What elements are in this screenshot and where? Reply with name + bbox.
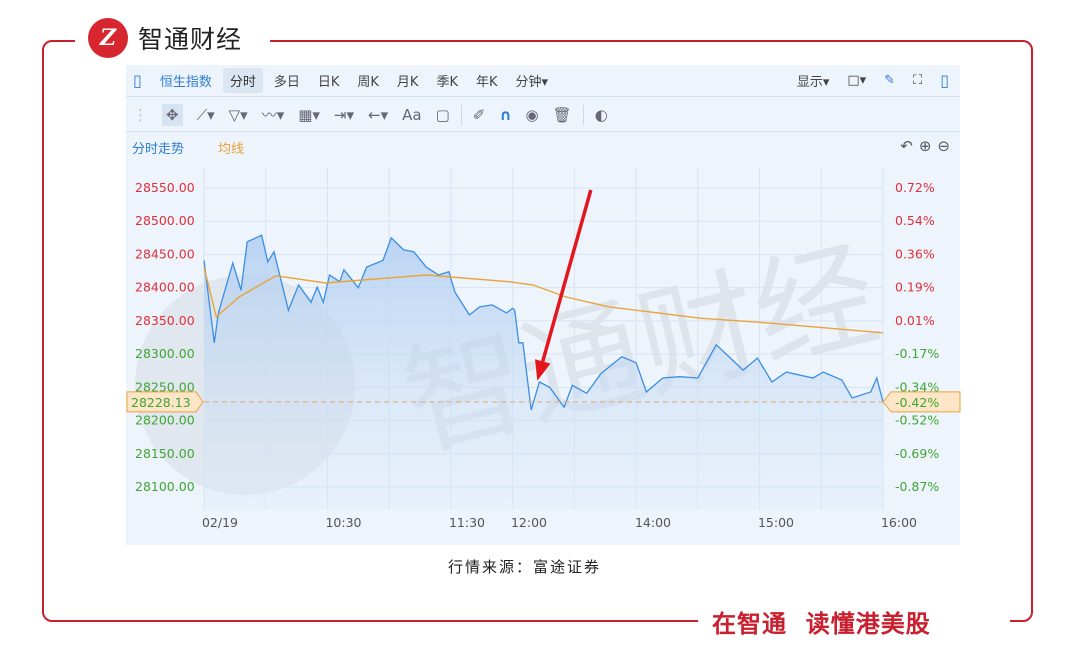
current-price-tag xyxy=(126,391,204,413)
divider xyxy=(582,104,584,125)
y-tick-label: 28100.00 xyxy=(135,479,195,494)
zoom-out-icon[interactable]: ⊖ xyxy=(937,137,950,155)
annotation-arrow xyxy=(541,189,593,362)
tab-period[interactable]: 年K xyxy=(475,75,498,90)
tab-period[interactable]: 日K xyxy=(317,75,340,90)
pct-tick-label: 0.36% xyxy=(895,246,935,261)
sidebar-toggle-icon[interactable]: ▯ xyxy=(133,71,142,90)
price-area xyxy=(204,235,883,510)
frame-gap xyxy=(698,605,1010,635)
zoom-controls: ↶ ⊕ ⊖ xyxy=(900,137,950,155)
legend-trend[interactable]: 分时走势 xyxy=(132,142,185,157)
y-tick-label: 28250.00 xyxy=(135,379,195,394)
zoom-in-icon[interactable]: ⊕ xyxy=(918,137,932,155)
y-tick-label: 28200.00 xyxy=(135,413,195,428)
drawing-toolbar: ⋮ ✥ ⟋▾ ▽▾ 〰▾ ▦▾ ⇥▾ ←▾ Aa ▢ ✐ ∩ ◉ 🗑 ◐ xyxy=(126,98,960,132)
range-icon[interactable]: ⇥▾ xyxy=(333,105,355,124)
y-tick-label: 28150.00 xyxy=(135,446,195,461)
x-tick-label: 11:30 xyxy=(449,515,485,530)
undo-icon[interactable]: ↶ xyxy=(900,137,913,155)
pct-tick-label: -0.87% xyxy=(895,479,939,494)
pct-tick-label: 0.72% xyxy=(895,180,935,195)
fullscreen-icon[interactable]: ⛶ xyxy=(913,73,923,88)
brand: Z 智通财经 xyxy=(88,18,242,58)
pencil-icon[interactable]: ✐ xyxy=(472,105,486,124)
pct-tick-label: 0.54% xyxy=(895,213,935,228)
eye-icon[interactable]: ◉ xyxy=(525,105,539,124)
comment-icon[interactable]: ▢ xyxy=(435,105,450,124)
y-tick-label: 28550.00 xyxy=(135,180,195,195)
annotation-arrowhead xyxy=(535,359,551,381)
legend-avg[interactable]: 均线 xyxy=(218,142,245,157)
panel-icon[interactable]: ▯ xyxy=(940,71,949,90)
x-tick-label: 10:30 xyxy=(325,515,361,530)
x-tick-label: 12:00 xyxy=(511,515,547,530)
brush-icon[interactable]: ✎ xyxy=(884,73,896,88)
page-frame xyxy=(42,40,1033,622)
tab-period[interactable]: 季K xyxy=(436,75,458,90)
arrow-icon[interactable]: ←▾ xyxy=(368,105,389,124)
x-tick-label: 16:00 xyxy=(881,515,917,530)
current-pct-tag xyxy=(882,391,961,413)
slogan: 在智通 读懂港美股 xyxy=(712,610,931,638)
period-toolbar: ▯ 恒生指数 分时 多日 日K 周K 月K 季K 年K 分钟▾ 显示▾ □▾ ✎… xyxy=(126,65,960,97)
y-tick-label: 28350.00 xyxy=(135,313,195,328)
pct-tick-label: -0.69% xyxy=(895,446,939,461)
index-name[interactable]: 恒生指数 xyxy=(159,75,212,90)
text-icon[interactable]: Aa xyxy=(402,105,422,124)
trash-icon[interactable]: 🗑 xyxy=(552,105,572,124)
x-tick-label: 14:00 xyxy=(635,515,671,530)
pct-tick-label: -0.17% xyxy=(895,346,939,361)
brand-logo: Z xyxy=(88,18,128,58)
current-pct-label: -0.42% xyxy=(895,395,939,410)
toggle-icon[interactable]: ◐ xyxy=(594,105,608,124)
tab-period[interactable]: 分时 xyxy=(222,68,263,93)
display-menu[interactable]: 显示▾ xyxy=(796,75,830,90)
wave-icon[interactable]: 〰▾ xyxy=(261,106,285,124)
pct-tick-label: 0.19% xyxy=(895,280,935,295)
pct-tick-label: 0.01% xyxy=(895,313,935,328)
y-tick-label: 28450.00 xyxy=(135,246,195,261)
fibonacci-icon[interactable]: ▦▾ xyxy=(298,105,320,124)
pct-tick-label: -0.52% xyxy=(895,413,939,428)
drag-handle-icon[interactable]: ⋮ xyxy=(133,105,148,124)
x-tick-label: 15:00 xyxy=(758,515,794,530)
y-tick-label: 28300.00 xyxy=(135,346,195,361)
divider xyxy=(460,104,462,125)
avg-line xyxy=(203,266,884,334)
data-source: 行情来源：富途证券 xyxy=(448,558,602,576)
magnet-icon[interactable]: ∩ xyxy=(499,105,512,124)
polyline-icon[interactable]: ▽▾ xyxy=(228,105,248,124)
tab-period[interactable]: 周K xyxy=(357,75,379,90)
brand-name: 智通财经 xyxy=(138,25,243,54)
y-tick-label: 28400.00 xyxy=(135,280,195,295)
x-tick-label: 02/19 xyxy=(202,515,238,530)
tab-period[interactable]: 多日 xyxy=(273,75,300,90)
layout-square-icon[interactable]: □▾ xyxy=(847,73,867,88)
tab-period-minutes[interactable]: 分钟▾ xyxy=(515,75,549,90)
move-icon[interactable]: ✥ xyxy=(162,103,183,126)
pct-tick-label: -0.34% xyxy=(895,379,939,394)
y-tick-label: 28500.00 xyxy=(135,213,195,228)
line-icon[interactable]: ⟋▾ xyxy=(196,105,215,124)
price-line xyxy=(203,234,884,411)
current-price-label: 28228.13 xyxy=(131,395,191,410)
tab-period[interactable]: 月K xyxy=(396,75,419,90)
